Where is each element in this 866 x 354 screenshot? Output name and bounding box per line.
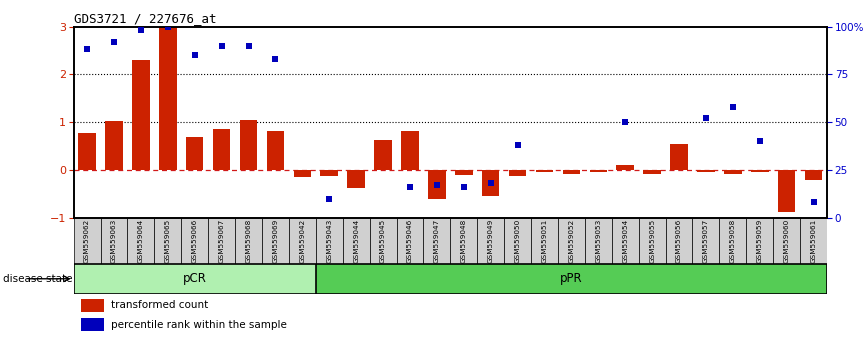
Text: GDS3721 / 227676_at: GDS3721 / 227676_at [74, 12, 216, 25]
Text: GSM559045: GSM559045 [380, 218, 386, 263]
Bar [370, 218, 397, 264]
Bar [159, 27, 177, 170]
Bar [397, 218, 423, 264]
Bar [186, 137, 204, 170]
Text: GSM559051: GSM559051 [541, 218, 547, 263]
Bar [670, 144, 688, 170]
Bar [558, 218, 585, 264]
Bar [428, 170, 446, 199]
Bar [590, 170, 607, 172]
Bar [316, 218, 343, 264]
Bar [240, 120, 257, 170]
Text: GSM559064: GSM559064 [138, 218, 144, 263]
Bar [100, 218, 127, 264]
Bar [697, 170, 714, 172]
Bar [423, 218, 450, 264]
Text: GSM559060: GSM559060 [784, 218, 790, 263]
Text: GSM559057: GSM559057 [703, 218, 709, 263]
Bar [455, 170, 473, 175]
Text: GSM559058: GSM559058 [730, 218, 736, 263]
Text: GSM559050: GSM559050 [514, 218, 520, 263]
Bar [294, 170, 311, 177]
Text: GSM559055: GSM559055 [650, 218, 655, 263]
Bar [401, 131, 418, 170]
Bar [347, 170, 365, 188]
Text: GSM559044: GSM559044 [353, 218, 359, 263]
Bar [450, 218, 477, 264]
Bar [132, 60, 150, 170]
Bar [320, 170, 338, 176]
Bar [720, 218, 746, 264]
Bar [78, 133, 96, 170]
Bar [127, 218, 154, 264]
Bar [106, 121, 123, 170]
Bar [267, 131, 284, 170]
Bar [262, 218, 289, 264]
Bar [154, 218, 181, 264]
Text: GSM559056: GSM559056 [676, 218, 682, 263]
Bar [805, 170, 823, 181]
Bar [509, 170, 527, 176]
Text: GSM559043: GSM559043 [326, 218, 333, 263]
Bar [477, 218, 504, 264]
Text: disease state: disease state [3, 274, 72, 284]
Text: GSM559048: GSM559048 [461, 218, 467, 263]
Text: transformed count: transformed count [111, 300, 209, 310]
Bar [778, 170, 795, 212]
Text: GSM559061: GSM559061 [811, 218, 817, 263]
Bar [316, 264, 827, 294]
Bar [666, 218, 693, 264]
Text: GSM559062: GSM559062 [84, 218, 90, 263]
Bar [751, 170, 768, 172]
Bar [482, 170, 500, 196]
Text: GSM559047: GSM559047 [434, 218, 440, 263]
Bar [343, 218, 370, 264]
Text: GSM559069: GSM559069 [273, 218, 278, 263]
Text: GSM559068: GSM559068 [246, 218, 251, 263]
Text: GSM559066: GSM559066 [191, 218, 197, 263]
Bar [181, 218, 208, 264]
Bar [724, 170, 741, 174]
Bar [563, 170, 580, 174]
Bar [693, 218, 720, 264]
Text: GSM559042: GSM559042 [300, 218, 306, 263]
Bar [800, 218, 827, 264]
Text: GSM559065: GSM559065 [165, 218, 171, 263]
Text: GSM559046: GSM559046 [407, 218, 413, 263]
Bar [536, 170, 553, 172]
Text: GSM559052: GSM559052 [568, 218, 574, 263]
Text: GSM559067: GSM559067 [218, 218, 224, 263]
Bar [235, 218, 262, 264]
Bar [74, 218, 100, 264]
Bar [746, 218, 773, 264]
Bar [773, 218, 800, 264]
Bar [638, 218, 666, 264]
Bar [643, 170, 661, 174]
Bar [289, 218, 316, 264]
Bar [213, 129, 230, 170]
Text: pPR: pPR [560, 272, 583, 285]
Bar [531, 218, 558, 264]
Text: GSM559059: GSM559059 [757, 218, 763, 263]
Text: pCR: pCR [183, 272, 207, 285]
Bar [617, 165, 634, 170]
Bar [611, 218, 638, 264]
Bar [208, 218, 235, 264]
Bar [81, 299, 104, 312]
Text: GSM559053: GSM559053 [595, 218, 601, 263]
Text: GSM559049: GSM559049 [488, 218, 494, 263]
Bar [374, 140, 391, 170]
Text: percentile rank within the sample: percentile rank within the sample [111, 320, 288, 330]
Text: GSM559063: GSM559063 [111, 218, 117, 263]
Bar [504, 218, 531, 264]
Bar [74, 264, 316, 294]
Text: GSM559054: GSM559054 [623, 218, 628, 263]
Bar [585, 218, 611, 264]
Bar [81, 319, 104, 331]
